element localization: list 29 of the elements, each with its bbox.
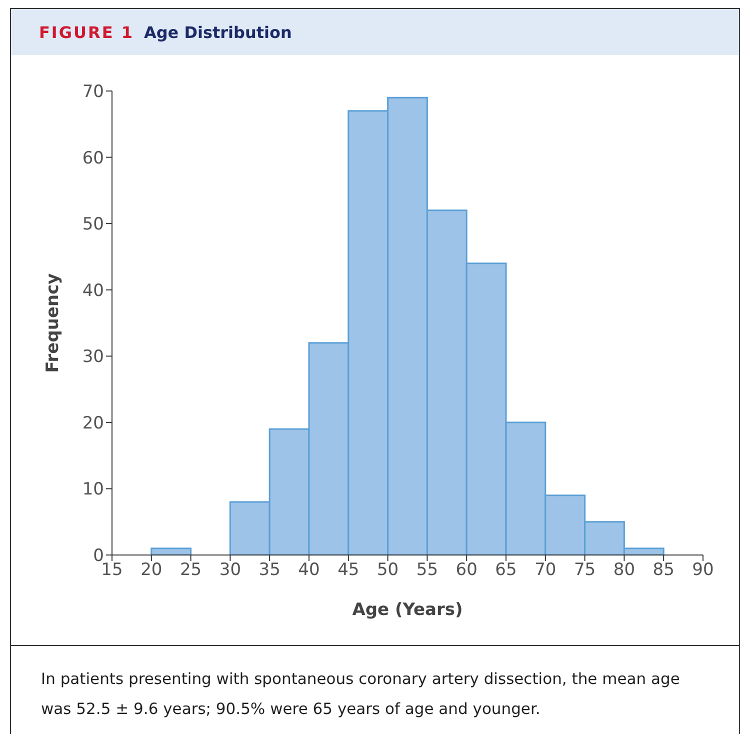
x-tick-label: 70: [534, 560, 556, 580]
y-tick-label: 70: [82, 82, 104, 102]
x-tick-label: 20: [140, 560, 162, 580]
x-tick-label: 80: [613, 560, 636, 580]
x-axis-title: Age (Years): [352, 600, 463, 620]
x-tick-label: 90: [692, 560, 714, 580]
x-tick-label: 60: [456, 560, 478, 580]
x-tick-label: 45: [338, 560, 360, 580]
text: In patients presenting with spontaneous coronary artery dissection, the mean age was 52.5 ± 9.6 years; 90.5% were 65 years of age and younger.: [41, 669, 681, 720]
y-tick-label: 30: [82, 347, 104, 368]
x-tick-label: 65: [495, 560, 517, 580]
x-tick-label: 15: [101, 560, 123, 580]
x-tick-label: 50: [376, 560, 399, 580]
y-tick-label: 20: [82, 413, 104, 434]
x-tick-label: 40: [298, 560, 320, 580]
y-axis-title: Frequency: [43, 273, 64, 373]
y-tick-label: 40: [82, 280, 104, 301]
chart-title: FIGURE 1: [39, 22, 134, 42]
y-tick-label: 10: [82, 480, 104, 500]
y-tick-label: 0: [93, 546, 104, 566]
x-tick-label: 85: [652, 560, 674, 580]
x-tick-label: 35: [258, 560, 280, 580]
x-tick-label: 55: [416, 560, 438, 580]
x-tick-label: 30: [219, 560, 242, 580]
x-tick-label: 25: [180, 560, 202, 580]
x-tick-label: 75: [574, 560, 596, 580]
y-tick-label: 60: [82, 148, 104, 168]
y-tick-label: 50: [82, 214, 104, 235]
chart-subtitle: Age Distribution: [144, 22, 292, 42]
